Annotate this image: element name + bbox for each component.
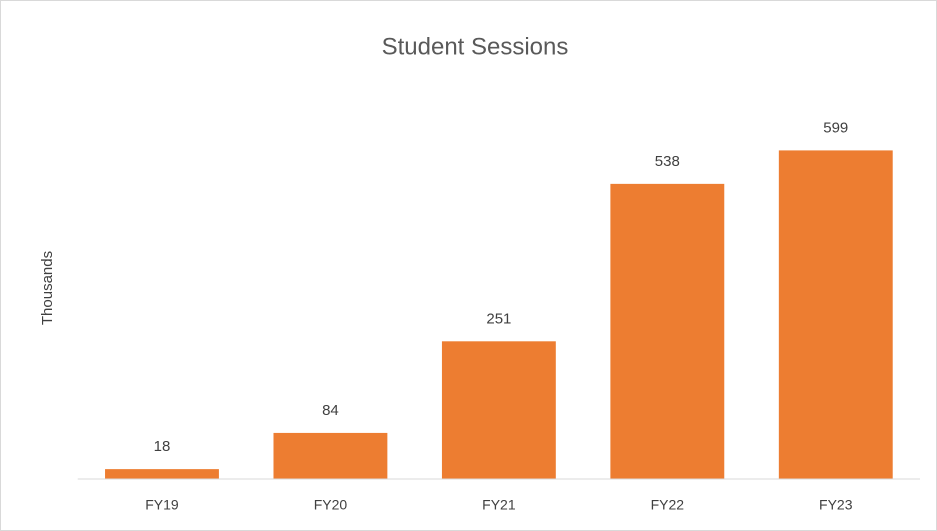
bar	[105, 469, 219, 479]
x-tick-label: FY21	[482, 497, 516, 513]
x-tick-label: FY19	[145, 497, 179, 513]
bar	[778, 150, 893, 480]
data-label: 251	[486, 310, 511, 327]
x-tick-label: FY20	[314, 497, 348, 513]
x-tick-label: FY23	[819, 497, 853, 513]
data-label: 599	[823, 119, 848, 136]
x-tick-label: FY22	[651, 497, 685, 513]
bar	[610, 183, 725, 479]
data-label: 84	[322, 402, 339, 419]
data-label: 538	[655, 153, 680, 170]
data-label: 18	[154, 438, 171, 455]
y-axis-label: Thousands	[39, 251, 56, 325]
bar	[441, 341, 556, 479]
chart-title: Student Sessions	[382, 33, 569, 60]
bar	[273, 432, 388, 479]
